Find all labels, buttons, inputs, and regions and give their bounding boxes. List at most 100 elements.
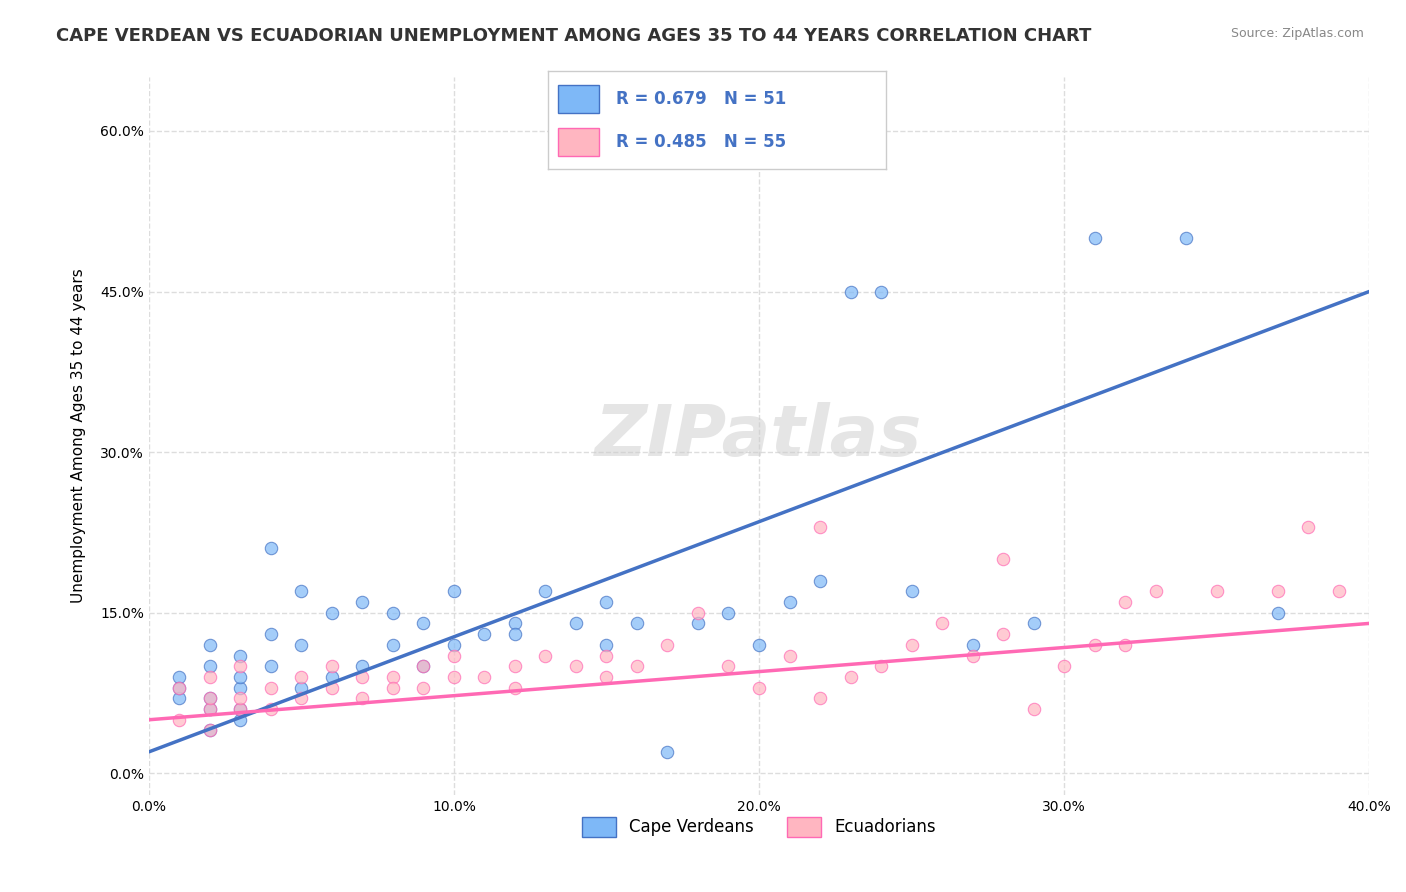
Point [169, 681, 191, 695]
Point [962, 638, 984, 652]
Point [474, 627, 496, 641]
Point [321, 606, 343, 620]
Text: ZIPatlas: ZIPatlas [595, 401, 922, 471]
Point [260, 702, 283, 716]
Point [717, 659, 740, 673]
Point [1114, 595, 1136, 609]
Point [290, 638, 312, 652]
Point [169, 713, 191, 727]
Point [290, 691, 312, 706]
Point [169, 681, 191, 695]
Point [198, 702, 221, 716]
Point [626, 659, 648, 673]
Point [260, 681, 283, 695]
Legend: Cape Verdeans, Ecuadorians: Cape Verdeans, Ecuadorians [576, 810, 942, 844]
Point [1144, 584, 1167, 599]
Point [260, 541, 283, 556]
Point [686, 606, 709, 620]
Text: R = 0.485   N = 55: R = 0.485 N = 55 [616, 133, 786, 151]
Point [198, 670, 221, 684]
Point [443, 648, 465, 663]
Point [779, 648, 801, 663]
Point [565, 616, 588, 631]
Point [290, 670, 312, 684]
Point [503, 627, 526, 641]
Point [503, 616, 526, 631]
Point [412, 616, 434, 631]
Text: Source: ZipAtlas.com: Source: ZipAtlas.com [1230, 27, 1364, 40]
Point [381, 681, 404, 695]
Point [686, 616, 709, 631]
FancyBboxPatch shape [558, 128, 599, 156]
Point [381, 670, 404, 684]
Point [1267, 606, 1289, 620]
Point [565, 659, 588, 673]
Point [229, 702, 252, 716]
Point [198, 691, 221, 706]
Point [1083, 231, 1105, 245]
Point [412, 659, 434, 673]
Point [534, 648, 557, 663]
Point [779, 595, 801, 609]
Point [1327, 584, 1350, 599]
Point [229, 648, 252, 663]
Point [260, 627, 283, 641]
Point [503, 681, 526, 695]
Point [1267, 584, 1289, 599]
Point [657, 745, 679, 759]
Point [808, 574, 831, 588]
Point [1053, 659, 1076, 673]
Point [839, 670, 862, 684]
Point [1205, 584, 1227, 599]
Point [1175, 231, 1198, 245]
Point [962, 648, 984, 663]
Point [352, 659, 374, 673]
Point [352, 670, 374, 684]
Point [534, 584, 557, 599]
Point [229, 659, 252, 673]
Point [198, 659, 221, 673]
Y-axis label: Unemployment Among Ages 35 to 44 years: Unemployment Among Ages 35 to 44 years [72, 268, 86, 604]
Point [931, 616, 953, 631]
Point [657, 638, 679, 652]
Point [229, 670, 252, 684]
Point [503, 659, 526, 673]
Point [748, 638, 770, 652]
Point [1022, 702, 1045, 716]
Point [1022, 616, 1045, 631]
Point [290, 681, 312, 695]
Text: CAPE VERDEAN VS ECUADORIAN UNEMPLOYMENT AMONG AGES 35 TO 44 YEARS CORRELATION CH: CAPE VERDEAN VS ECUADORIAN UNEMPLOYMENT … [56, 27, 1091, 45]
Point [198, 691, 221, 706]
Point [991, 552, 1014, 566]
Point [198, 723, 221, 738]
Point [412, 659, 434, 673]
Point [290, 584, 312, 599]
Point [381, 638, 404, 652]
Point [169, 670, 191, 684]
Point [595, 595, 617, 609]
Point [991, 627, 1014, 641]
Point [808, 520, 831, 534]
Point [443, 584, 465, 599]
Point [229, 681, 252, 695]
Point [717, 606, 740, 620]
Text: R = 0.679   N = 51: R = 0.679 N = 51 [616, 90, 786, 108]
Point [229, 702, 252, 716]
Point [321, 681, 343, 695]
Point [229, 713, 252, 727]
Point [321, 659, 343, 673]
Point [474, 670, 496, 684]
Point [198, 723, 221, 738]
Point [352, 595, 374, 609]
Point [229, 691, 252, 706]
Point [900, 638, 922, 652]
Point [1296, 520, 1319, 534]
Point [443, 670, 465, 684]
Point [321, 670, 343, 684]
Point [381, 606, 404, 620]
Point [198, 702, 221, 716]
Point [412, 681, 434, 695]
Point [595, 648, 617, 663]
Point [169, 691, 191, 706]
Point [595, 638, 617, 652]
